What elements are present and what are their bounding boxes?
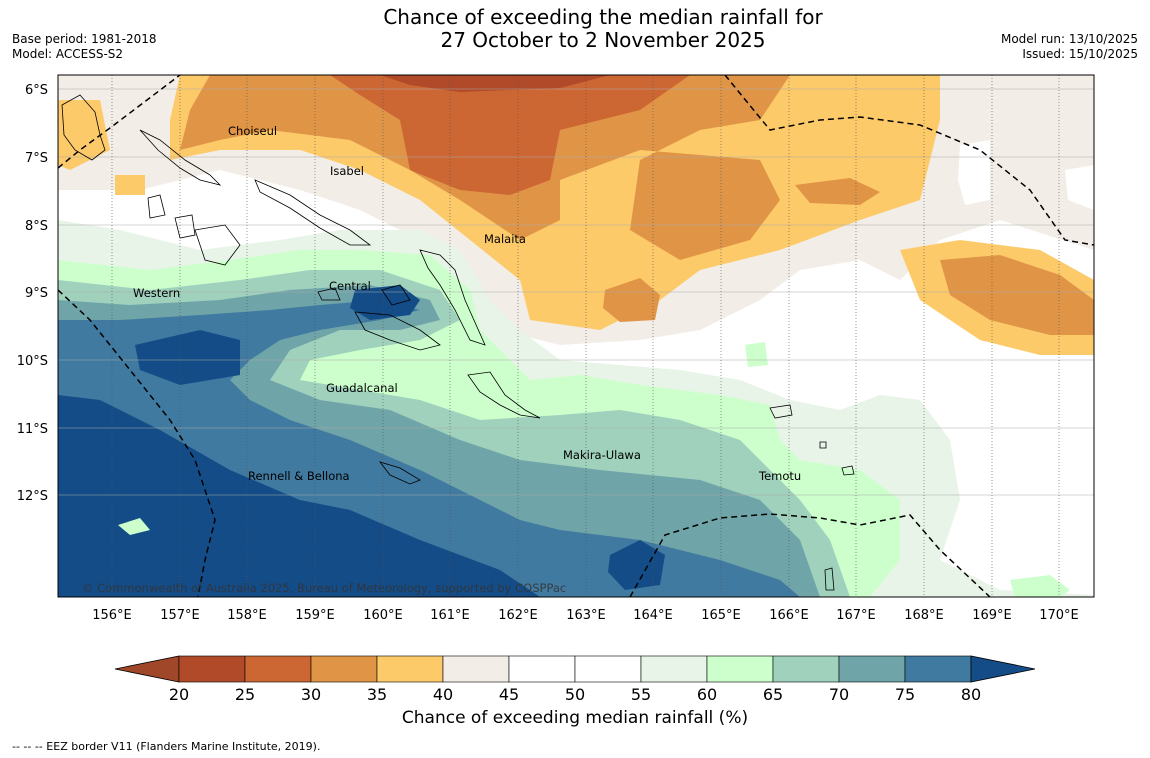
colorbar-tick-label: 65: [762, 685, 784, 704]
lon-label: 162°E: [498, 608, 538, 623]
region-label-guadalcanal: Guadalcanal: [326, 381, 398, 395]
colorbar-segment: [706, 655, 774, 683]
colorbar-tick-label: 60: [696, 685, 718, 704]
colorbar-segment: [244, 655, 312, 683]
lon-label: 165°E: [701, 608, 741, 623]
longitude-labels: 156°E 157°E 158°E 159°E 160°E 161°E 162°…: [92, 608, 1079, 623]
copyright-text: © Commonwealth of Australia 2025, Bureau…: [82, 581, 566, 595]
latitude-labels: 6°S 7°S 8°S 9°S 10°S 11°S 12°S: [17, 83, 48, 504]
lat-label: 9°S: [25, 286, 48, 301]
lon-label: 164°E: [633, 608, 673, 623]
colorbar-tick-label: 20: [168, 685, 190, 704]
lon-label: 166°E: [769, 608, 809, 623]
colorbar-high-extension: [970, 655, 1036, 683]
lon-label: 159°E: [295, 608, 335, 623]
colorbar-tick-label: 55: [630, 685, 652, 704]
lat-label: 6°S: [25, 83, 48, 98]
base-period: Base period: 1981-2018: [12, 32, 157, 46]
lon-label: 161°E: [430, 608, 470, 623]
colorbar-segment: [640, 655, 708, 683]
lat-label: 10°S: [17, 354, 48, 369]
eez-borders: [57, 74, 1095, 598]
colorbar-segment: [904, 655, 972, 683]
lat-label: 12°S: [17, 489, 48, 504]
colorbar-tick-label: 75: [894, 685, 916, 704]
colorbar-segment: [574, 655, 642, 683]
colorbar-segment: [376, 655, 444, 683]
colorbar-tick-label: 30: [300, 685, 322, 704]
colorbar-segment: [838, 655, 906, 683]
map-title-line2: 27 October to 2 November 2025: [440, 28, 766, 52]
lon-label: 156°E: [92, 608, 132, 623]
region-label-choiseul: Choiseul: [228, 124, 277, 138]
colorbar-tick-label: 45: [498, 685, 520, 704]
lat-label: 11°S: [17, 422, 48, 437]
lon-label: 168°E: [904, 608, 944, 623]
model-run: Model run: 13/10/2025: [1000, 32, 1138, 46]
region-label-malaita: Malaita: [484, 232, 526, 246]
colorbar-segment: [508, 655, 576, 683]
region-labels: Choiseul Isabel Malaita Western Central …: [133, 124, 801, 483]
lon-label: 169°E: [972, 608, 1012, 623]
colorbar-title: Chance of exceeding median rainfall (%): [401, 708, 749, 728]
colorbar-segment: [442, 655, 510, 683]
region-label-central: Central: [329, 279, 371, 293]
rainfall-fields: [58, 75, 1094, 597]
colorbar-tick-label: 70: [828, 685, 850, 704]
lat-label: 7°S: [25, 151, 48, 166]
region-label-rennell-bellona: Rennell & Bellona: [248, 469, 350, 483]
colorbar-tick-label: 25: [234, 685, 256, 704]
region-label-western: Western: [133, 286, 180, 300]
lon-label: 170°E: [1039, 608, 1079, 623]
region-label-isabel: Isabel: [330, 164, 364, 178]
colorbar-tick-label: 35: [366, 685, 388, 704]
colorbar-segment: [178, 655, 246, 683]
lon-label: 167°E: [836, 608, 876, 623]
colorbar-tick-label: 40: [432, 685, 454, 704]
issued-date: Issued: 15/10/2025: [1022, 47, 1138, 61]
colorbar: [114, 655, 1036, 683]
eez-legend-note: -- -- -- EEZ border V11 (Flanders Marine…: [12, 740, 321, 753]
region-label-temotu: Temotu: [758, 469, 801, 483]
map-frame: [57, 74, 1095, 598]
lat-label: 8°S: [25, 219, 48, 234]
region-label-makira-ulawa: Makira-Ulawa: [563, 448, 641, 462]
grid-lines: [58, 75, 1094, 597]
coastlines: [61, 94, 855, 591]
colorbar-tick-label: 80: [960, 685, 982, 704]
lon-label: 163°E: [566, 608, 606, 623]
colorbar-segment: [310, 655, 378, 683]
map-title-line1: Chance of exceeding the median rainfall …: [383, 5, 823, 29]
colorbar-low-extension: [114, 655, 180, 683]
lon-label: 157°E: [160, 608, 200, 623]
lon-label: 158°E: [227, 608, 267, 623]
colorbar-tick-label: 50: [564, 685, 586, 704]
lon-label: 160°E: [363, 608, 403, 623]
colorbar-segment: [772, 655, 840, 683]
model-name: Model: ACCESS-S2: [12, 47, 124, 61]
